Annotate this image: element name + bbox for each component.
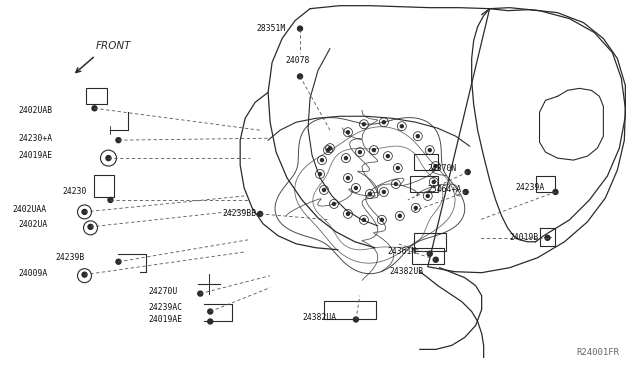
Text: R24001FR: R24001FR — [577, 348, 620, 357]
Circle shape — [346, 177, 349, 180]
Circle shape — [369, 192, 371, 195]
Bar — [410, 176, 438, 192]
Circle shape — [387, 155, 389, 158]
Text: 24270U: 24270U — [148, 287, 178, 296]
Circle shape — [545, 235, 550, 240]
Bar — [536, 176, 556, 192]
Circle shape — [382, 190, 385, 193]
Circle shape — [432, 180, 435, 183]
Circle shape — [553, 189, 558, 195]
Circle shape — [116, 138, 121, 143]
Circle shape — [380, 218, 383, 221]
Circle shape — [435, 164, 437, 167]
Bar — [414, 154, 438, 170]
Circle shape — [428, 251, 432, 256]
Circle shape — [319, 173, 321, 176]
Text: 24382UA: 24382UA — [302, 313, 336, 322]
Text: 24230+A: 24230+A — [19, 134, 52, 143]
Text: 24009A: 24009A — [19, 269, 48, 278]
Text: 24239AC: 24239AC — [148, 303, 182, 312]
Circle shape — [298, 26, 303, 31]
Circle shape — [346, 212, 349, 215]
Circle shape — [328, 147, 332, 150]
Circle shape — [258, 211, 262, 217]
Bar — [414, 233, 445, 251]
Circle shape — [208, 319, 212, 324]
Text: 28351M: 28351M — [257, 24, 286, 33]
Circle shape — [428, 149, 431, 152]
Circle shape — [362, 123, 365, 126]
Circle shape — [382, 121, 385, 124]
Circle shape — [108, 198, 113, 202]
Text: 24019AE: 24019AE — [148, 315, 182, 324]
Text: 24382UB: 24382UB — [390, 267, 424, 276]
Circle shape — [208, 309, 212, 314]
Circle shape — [82, 272, 87, 277]
Circle shape — [198, 291, 203, 296]
Bar — [95, 175, 115, 197]
Circle shape — [433, 257, 438, 262]
Circle shape — [398, 214, 401, 217]
Text: 2402UA: 2402UA — [19, 220, 48, 230]
Circle shape — [353, 317, 358, 322]
Bar — [412, 248, 444, 264]
Circle shape — [82, 209, 87, 214]
Circle shape — [394, 183, 397, 186]
Bar — [324, 301, 376, 318]
Text: 24019AE: 24019AE — [19, 151, 52, 160]
Text: 24078: 24078 — [285, 56, 310, 65]
Circle shape — [116, 259, 121, 264]
Circle shape — [323, 189, 326, 192]
Text: 2402UAB: 2402UAB — [19, 106, 52, 115]
Text: 24239B: 24239B — [56, 253, 85, 262]
Circle shape — [416, 135, 419, 138]
Circle shape — [344, 157, 348, 160]
Text: 24239A: 24239A — [516, 183, 545, 192]
Text: 24239BB: 24239BB — [222, 209, 257, 218]
Circle shape — [358, 151, 362, 154]
Bar — [86, 89, 108, 104]
Text: 24361N: 24361N — [388, 247, 417, 256]
Text: 24230: 24230 — [63, 187, 87, 196]
Circle shape — [362, 218, 365, 221]
Circle shape — [346, 131, 349, 134]
Circle shape — [106, 155, 111, 161]
Text: 24019B: 24019B — [509, 233, 539, 242]
Circle shape — [465, 170, 470, 174]
Circle shape — [321, 158, 323, 161]
Circle shape — [396, 167, 399, 170]
Circle shape — [355, 186, 357, 189]
Circle shape — [372, 149, 376, 152]
Circle shape — [426, 195, 429, 198]
Circle shape — [92, 106, 97, 111]
Text: 24370N: 24370N — [428, 164, 457, 173]
Text: FRONT: FRONT — [95, 41, 131, 51]
Text: 25464+A: 25464+A — [428, 186, 462, 195]
Circle shape — [326, 149, 330, 152]
Circle shape — [298, 74, 303, 79]
Circle shape — [332, 202, 335, 205]
Text: 2402UAA: 2402UAA — [13, 205, 47, 214]
Circle shape — [88, 224, 93, 229]
Circle shape — [401, 125, 403, 128]
Circle shape — [414, 206, 417, 209]
Circle shape — [463, 189, 468, 195]
